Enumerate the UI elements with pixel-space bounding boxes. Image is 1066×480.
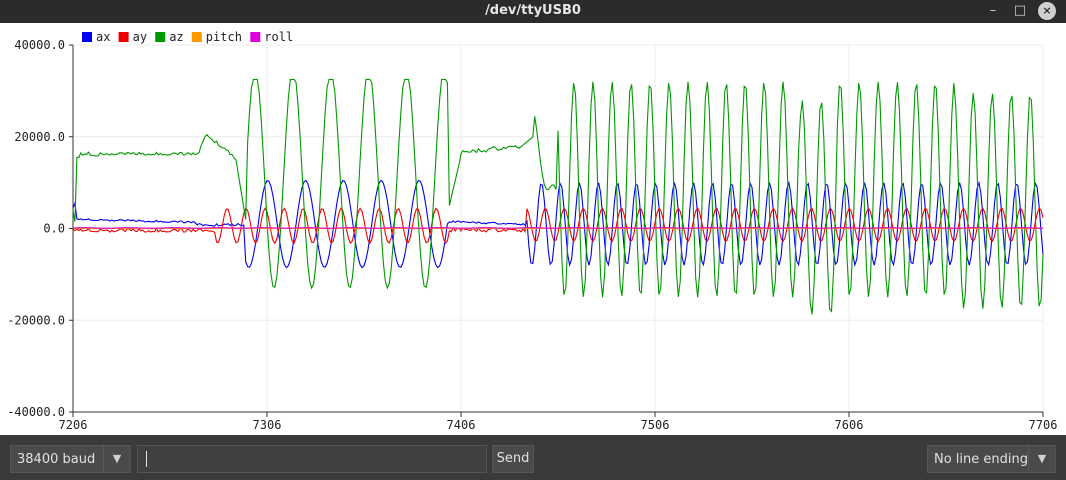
y-tick-label: 0.0 (43, 222, 65, 236)
legend-swatch-az (155, 32, 166, 42)
minimize-icon[interactable]: – (989, 3, 997, 18)
window-title: /dev/ttyUSB0 (485, 3, 581, 18)
legend-swatch-ax (82, 32, 92, 42)
legend-swatch-roll (250, 32, 261, 42)
x-tick-label: 7706 (1029, 418, 1058, 432)
x-tick-label: 7406 (447, 418, 476, 432)
line-ending-label: No line ending (934, 452, 1028, 467)
legend-label-ax: ax (96, 30, 110, 44)
close-icon[interactable]: × (1038, 2, 1056, 20)
serial-controls-bar: 38400 baud ▼ Send No line ending ▼ (0, 435, 1066, 480)
baud-rate-select[interactable]: 38400 baud ▼ (10, 445, 131, 473)
legend-label-pitch: pitch (206, 30, 242, 44)
chevron-down-icon: ▼ (1028, 446, 1055, 472)
legend-label-roll: roll (264, 30, 293, 44)
x-tick-label: 7606 (835, 418, 864, 432)
text-caret (146, 451, 147, 467)
y-tick-label: 20000.0 (14, 130, 65, 144)
x-tick-label: 7306 (253, 418, 282, 432)
series-line-az (72, 78, 1044, 315)
chevron-down-icon: ▼ (103, 446, 130, 472)
y-tick-label: 40000.0 (14, 38, 65, 52)
maximize-icon[interactable]: □ (1013, 3, 1027, 18)
message-input[interactable] (137, 445, 487, 473)
x-tick-label: 7506 (641, 418, 670, 432)
legend-label-ay: ay (133, 30, 147, 44)
series-line-ay (72, 207, 1044, 245)
serial-plotter-area: 40000.0 20000.0 0.0 -20000.0 -40000.0 7206 730… (0, 23, 1066, 435)
line-ending-select[interactable]: No line ending ▼ (927, 445, 1056, 473)
y-tick-label: -40000.0 (7, 405, 65, 419)
series-line-ax (72, 179, 1044, 269)
y-tick-label: -20000.0 (7, 313, 65, 327)
send-button[interactable]: Send (492, 445, 534, 473)
series-line-roll (73, 227, 1043, 229)
legend-swatch-pitch (191, 32, 202, 42)
x-tick-label: 7206 (59, 418, 88, 432)
legend-label-az: az (169, 30, 183, 44)
title-bar: /dev/ttyUSB0 – □ × (0, 0, 1066, 23)
baud-rate-label: 38400 baud (17, 452, 96, 467)
legend-swatch-ay (118, 32, 129, 42)
